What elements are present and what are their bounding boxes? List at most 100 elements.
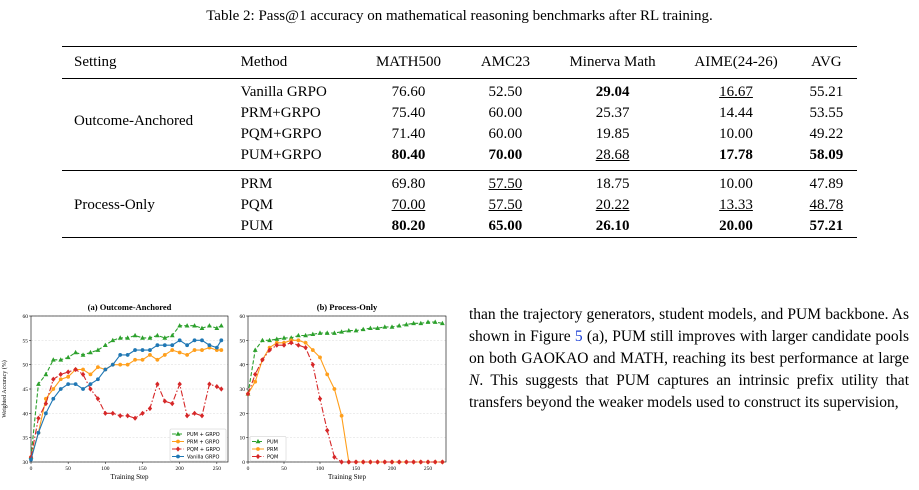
chart-b-data-point xyxy=(288,335,294,340)
chart-a-data-point xyxy=(200,348,204,352)
chart-a-x-tick-label: 200 xyxy=(176,466,185,472)
cell-minerva: 20.22 xyxy=(595,197,630,213)
chart-b-data-point xyxy=(281,335,287,340)
chart-b-data-point xyxy=(267,347,272,353)
chart-a-x-tick-label: 0 xyxy=(30,466,33,472)
chart-a-data-point xyxy=(50,357,56,362)
chart-b-data-point xyxy=(404,321,409,327)
chart-a-data-point xyxy=(147,335,153,340)
cell-math500: 80.40 xyxy=(354,145,463,171)
chart-a-data-point xyxy=(125,353,130,357)
chart-a-data-point xyxy=(219,348,224,352)
chart-a-data-point xyxy=(177,323,183,328)
chart-a-data-point xyxy=(218,323,224,328)
chart-b-data-point xyxy=(296,332,301,338)
table-row: PUM+GRPO 80.40 70.00 28.68 17.78 58.09 xyxy=(62,145,857,171)
chart-a-data-point xyxy=(155,381,160,387)
table-caption: Table 2: Pass@1 accuracy on mathematical… xyxy=(206,8,713,24)
row-setting xyxy=(62,79,241,104)
chart-b-data-point xyxy=(418,459,423,465)
chart-a-data-point xyxy=(29,457,33,462)
cell-minerva: 29.04 xyxy=(595,84,630,100)
chart-b-series-line xyxy=(247,321,443,394)
chart-b-y-tick-label: 60 xyxy=(240,314,246,320)
chart-a-data-point xyxy=(170,348,175,352)
chart-b-data-point xyxy=(397,459,402,465)
chart-a-data-point xyxy=(192,323,197,328)
chart-b-data-point xyxy=(253,379,258,384)
chart-a-data-point xyxy=(66,374,71,379)
table-row: Vanilla GRPO 76.60 52.50 29.04 16.67 55.… xyxy=(62,79,857,104)
chart-a-data-point xyxy=(66,382,71,387)
chart-b-data-point xyxy=(260,357,265,363)
chart-a-y-tick-label: 50 xyxy=(23,363,29,369)
chart-b-data-point xyxy=(440,320,445,326)
chart-b-y-tick-label: 50 xyxy=(240,338,246,344)
chart-b-data-point xyxy=(396,323,402,328)
chart-a-data-point xyxy=(95,347,101,352)
chart-a-data-point xyxy=(51,396,56,401)
cell-minerva: 18.75 xyxy=(595,176,630,192)
chart-a-legend-label: PRM + GRPO xyxy=(187,440,220,446)
chart-b-y-tick-label: 40 xyxy=(240,363,246,369)
chart-b-data-point xyxy=(425,459,431,465)
chart-a-data-point xyxy=(117,335,123,340)
chart-b-data-point xyxy=(368,459,373,465)
chart-a-x-axis-label: Training Step xyxy=(110,473,149,481)
row-method: Vanilla GRPO xyxy=(240,84,327,100)
chart-b-data-point xyxy=(252,347,258,352)
figure-ref-link[interactable]: 5 xyxy=(574,328,583,345)
cell-amc23: 65.00 xyxy=(462,216,549,238)
chart-a-data-point xyxy=(51,376,56,382)
chart-b-x-tick-label: 200 xyxy=(388,466,397,472)
cell-math500: 75.40 xyxy=(391,105,426,121)
cell-avg: 58.09 xyxy=(795,145,857,171)
chart-a-data-point xyxy=(65,369,71,375)
chart-a-data-point xyxy=(140,348,145,352)
chart-a-data-point xyxy=(199,325,205,330)
chart-a-y-tick-label: 40 xyxy=(23,411,29,417)
table-row: PUM 80.20 65.00 26.10 20.00 57.21 xyxy=(62,216,857,238)
chart-a-data-point xyxy=(80,352,86,357)
chart-b-data-point xyxy=(332,454,337,460)
chart-b-data-point xyxy=(325,372,330,377)
chart-a-data-point xyxy=(118,413,123,419)
chart-a-data-point xyxy=(88,349,93,355)
chart-a-data-point xyxy=(36,381,41,386)
chart-a-data-point xyxy=(199,413,205,419)
chart-b-data-point xyxy=(382,324,388,329)
chart-a-data-point xyxy=(214,383,220,390)
chart-a-legend-label: PQM + GRPO xyxy=(187,447,220,453)
chart-b-data-point xyxy=(382,459,387,465)
chart-b-data-point xyxy=(296,338,301,343)
chart-a-data-point xyxy=(140,410,145,416)
cell-minerva: 19.85 xyxy=(595,126,630,142)
chart-a-legend-marker xyxy=(176,439,180,444)
chart-b-title: (b) Process-Only xyxy=(317,302,378,312)
cell-amc23: 60.00 xyxy=(488,105,523,121)
chart-b-data-point xyxy=(324,330,330,335)
chart-a-data-point xyxy=(200,338,204,343)
chart-a-data-point xyxy=(170,401,175,407)
chart-a-data-point xyxy=(125,362,130,367)
chart-a-data-point xyxy=(219,386,224,392)
chart-a-data-point xyxy=(65,354,71,360)
row-method: PRM xyxy=(240,176,273,192)
chart-b-series-0 xyxy=(245,319,445,396)
chart-b-data-point xyxy=(361,459,366,465)
chart-a-data-point xyxy=(80,371,86,377)
chart-b-legend-marker xyxy=(255,453,261,460)
chart-a-data-point xyxy=(162,343,167,348)
chart-b-legend-marker xyxy=(256,447,260,451)
table-row: Process-Only PQM 70.00 57.50 20.22 13.33… xyxy=(62,195,857,216)
chart-a-data-point xyxy=(219,338,224,343)
row-setting: Process-Only xyxy=(74,197,155,213)
chart-b-y-tick-label: 10 xyxy=(240,436,246,442)
chart-a-data-point xyxy=(192,410,197,416)
chart-a-legend-marker xyxy=(176,454,180,459)
chart-a-data-point xyxy=(73,382,78,387)
chart-b-y-tick-label: 20 xyxy=(240,411,246,417)
chart-a-data-point xyxy=(81,387,85,391)
chart-b-x-tick-label: 150 xyxy=(352,466,361,472)
chart-a-data-point xyxy=(96,365,100,369)
